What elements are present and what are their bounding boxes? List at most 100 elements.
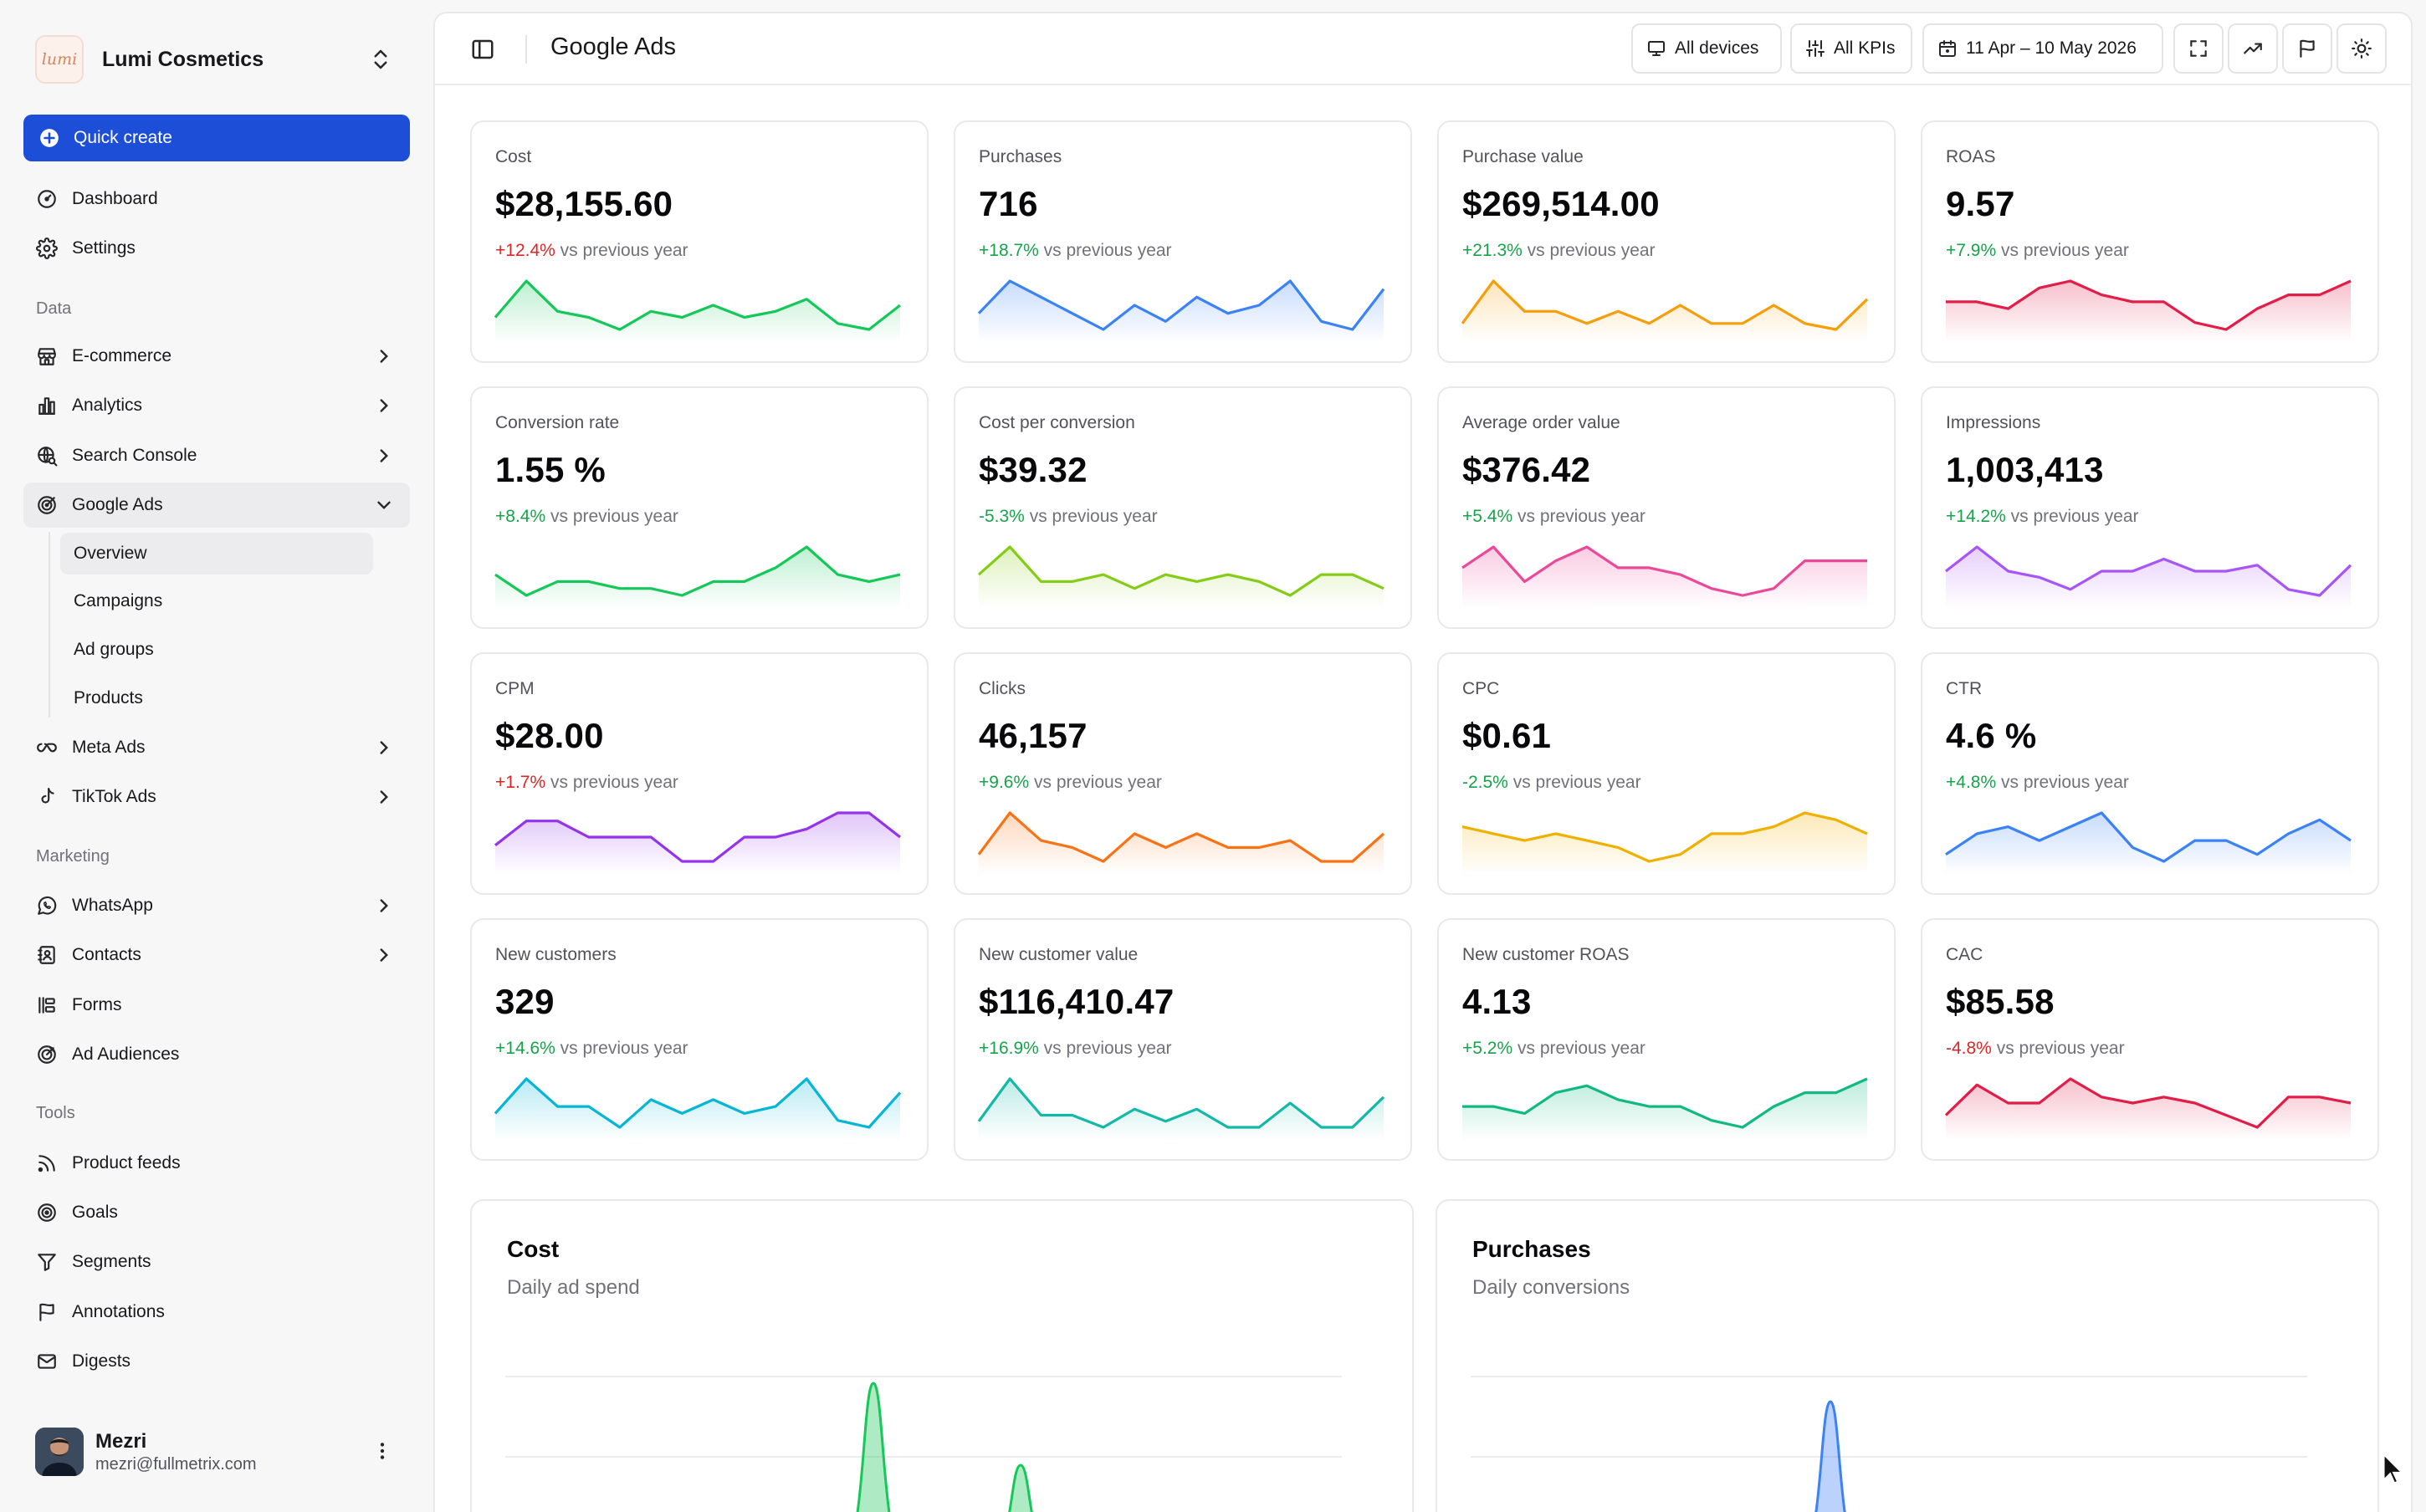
kpi-card[interactable]: Conversion rate 1.55 % +8.4% vs previous y… [470, 386, 929, 629]
store-icon [35, 345, 59, 368]
kpi-delta-suffix: vs previous year [1043, 1039, 1172, 1058]
kpi-delta: -5.3% vs previous year [979, 507, 1158, 527]
kpi-delta-percent: +8.4% [495, 507, 546, 526]
kpi-sparkline [1944, 1077, 2352, 1141]
chart-peak [1008, 1463, 1033, 1512]
kpi-sparkline [1461, 279, 1869, 343]
chevrons-up-down-icon[interactable] [368, 47, 393, 72]
kpi-sparkline [494, 279, 901, 343]
kpi-card[interactable]: CPC $0.61 -2.5% vs previous year [1437, 652, 1896, 895]
sparkline-line [494, 279, 901, 331]
kpi-delta: -2.5% vs previous year [1462, 773, 1641, 793]
kpi-delta: +14.6% vs previous year [495, 1039, 688, 1059]
sidebar-item-digests[interactable]: Digests [23, 1339, 410, 1384]
kpi-value: $28.00 [495, 716, 604, 755]
kpi-card[interactable]: CTR 4.6 % +4.8% vs previous year [1921, 652, 2379, 895]
subnav-item-products[interactable]: Products [74, 688, 143, 707]
kpi-delta-percent: +21.3% [1462, 241, 1523, 260]
sidebar-item-ecommerce[interactable]: E-commerce [23, 334, 410, 379]
kpi-delta-suffix: vs previous year [1996, 1039, 2125, 1058]
kpi-card[interactable]: Clicks 46,157 +9.6% vs previous year [954, 652, 1412, 895]
contacts-icon [35, 943, 59, 967]
trend-button[interactable] [2228, 23, 2278, 74]
sidebar-item-ad-audiences[interactable]: Ad Audiences [23, 1032, 410, 1077]
sidebar-item-google-ads[interactable]: Google Ads [23, 483, 410, 528]
kpi-value: 46,157 [979, 716, 1088, 755]
kpi-card[interactable]: New customers 329 +14.6% vs previous year [470, 918, 929, 1161]
kpi-delta-suffix: vs previous year [1043, 241, 1172, 260]
kpi-card[interactable]: ROAS 9.57 +7.9% vs previous year [1921, 120, 2379, 363]
sparkline-area [1946, 547, 2351, 609]
devices-filter-button[interactable]: All devices [1631, 23, 1782, 74]
kpi-label: CTR [1946, 679, 1983, 698]
kpi-card[interactable]: New customer ROAS 4.13 +5.2% vs previous y… [1437, 918, 1896, 1161]
kpi-value: 9.57 [1946, 184, 2015, 223]
kpi-delta-percent: +5.2% [1462, 1039, 1513, 1058]
section-label-data: Data [36, 299, 72, 318]
cost-chart-card: Cost Daily ad spend [470, 1199, 1414, 1512]
user-email: mezri@fullmetrix.com [95, 1454, 257, 1474]
sidebar-item-tiktok-ads[interactable]: TikTok Ads [23, 774, 410, 820]
annotations-button[interactable] [2282, 23, 2332, 74]
kpi-delta-percent: +14.6% [495, 1039, 555, 1058]
sparkline-line [1946, 279, 2352, 331]
kpi-card[interactable]: CAC $85.58 -4.8% vs previous year [1921, 918, 2379, 1161]
kpi-delta-percent: +7.9% [1946, 241, 1997, 260]
page-title: Google Ads [550, 33, 676, 60]
brand-logo: lumi [35, 35, 84, 84]
kpi-delta: +1.7% vs previous year [495, 773, 678, 793]
kpi-card[interactable]: Cost $28,155.60 +12.4% vs previous year [470, 120, 929, 363]
kpi-delta-suffix: vs previous year [1033, 773, 1162, 792]
goal-icon [35, 1201, 59, 1224]
sidebar-item-dashboard[interactable]: Dashboard [23, 176, 410, 222]
sidebar-item-segments[interactable]: Segments [23, 1239, 410, 1285]
sidebar-item-search-console[interactable]: Search Console [23, 433, 410, 478]
kpi-sparkline [1461, 545, 1867, 609]
kpi-value: $39.32 [979, 450, 1088, 489]
kpi-card[interactable]: Purchases 716 +18.7% vs previous year [954, 120, 1412, 363]
user-profile[interactable]: Mezri mezri@fullmetrix.com [35, 1425, 403, 1479]
subnav-item-campaigns[interactable]: Campaigns [74, 591, 163, 610]
sidebar-item-whatsapp[interactable]: WhatsApp [23, 883, 410, 928]
sidebar-item-goals[interactable]: Goals [23, 1190, 410, 1235]
sidebar-item-product-feeds[interactable]: Product feeds [23, 1141, 410, 1186]
kpi-card[interactable]: Cost per conversion $39.32 -5.3% vs previo… [954, 386, 1412, 629]
sidebar-item-analytics[interactable]: Analytics [23, 383, 410, 428]
kpi-card[interactable]: Impressions 1,003,413 +14.2% vs previous y… [1921, 386, 2379, 629]
subnav-item-ad-groups[interactable]: Ad groups [74, 640, 154, 659]
sidebar-item-label: Forms [72, 995, 122, 1014]
kpi-card[interactable]: CPM $28.00 +1.7% vs previous year [470, 652, 929, 895]
workspace-switcher[interactable]: lumi Lumi Cosmetics [35, 35, 403, 84]
kpi-card[interactable]: New customer value $116,410.47 +16.9% vs p… [954, 918, 1412, 1161]
kpi-label: Conversion rate [495, 413, 620, 432]
theme-toggle-button[interactable] [2336, 23, 2387, 74]
quick-create-button[interactable]: Quick create [23, 115, 410, 161]
kpi-label: New customer ROAS [1462, 945, 1630, 964]
kpi-card[interactable]: Purchase value $269,514.00 +21.3% vs previ… [1437, 120, 1896, 363]
fullscreen-button[interactable] [2173, 23, 2224, 74]
sidebar-item-label: E-commerce [72, 346, 172, 365]
sidebar-item-settings[interactable]: Settings [23, 226, 410, 271]
sidebar-item-annotations[interactable]: Annotations [23, 1290, 410, 1335]
subnav-item-overview[interactable]: Overview [60, 533, 373, 575]
date-range-button[interactable]: 11 Apr – 10 May 2026 [1922, 23, 2163, 74]
kpi-card[interactable]: Average order value $376.42 +5.4% vs previ… [1437, 386, 1896, 629]
sparkline-area [1462, 547, 1867, 609]
sidebar-item-forms[interactable]: Forms [23, 983, 410, 1028]
sidebar-toggle-icon[interactable] [470, 37, 495, 62]
kpis-filter-button[interactable]: All KPIs [1790, 23, 1912, 74]
more-vertical-icon[interactable] [371, 1440, 393, 1462]
kpi-delta-percent: +12.4% [495, 241, 555, 260]
chart-peak [1814, 1400, 1846, 1512]
avatar [35, 1428, 84, 1476]
chevron-right-icon [380, 899, 388, 912]
audience-target-icon [35, 1043, 59, 1066]
kpi-delta-percent: -2.5% [1462, 773, 1508, 792]
chevron-right-icon [380, 449, 388, 462]
sidebar-item-contacts[interactable]: Contacts [23, 932, 410, 978]
kpi-delta-percent: +4.8% [1946, 773, 1997, 792]
sidebar-item-label: Search Console [72, 446, 197, 465]
sidebar-item-meta-ads[interactable]: Meta Ads [23, 725, 410, 770]
kpi-delta: +14.2% vs previous year [1946, 507, 2139, 527]
kpi-delta-suffix: vs previous year [1512, 773, 1641, 792]
